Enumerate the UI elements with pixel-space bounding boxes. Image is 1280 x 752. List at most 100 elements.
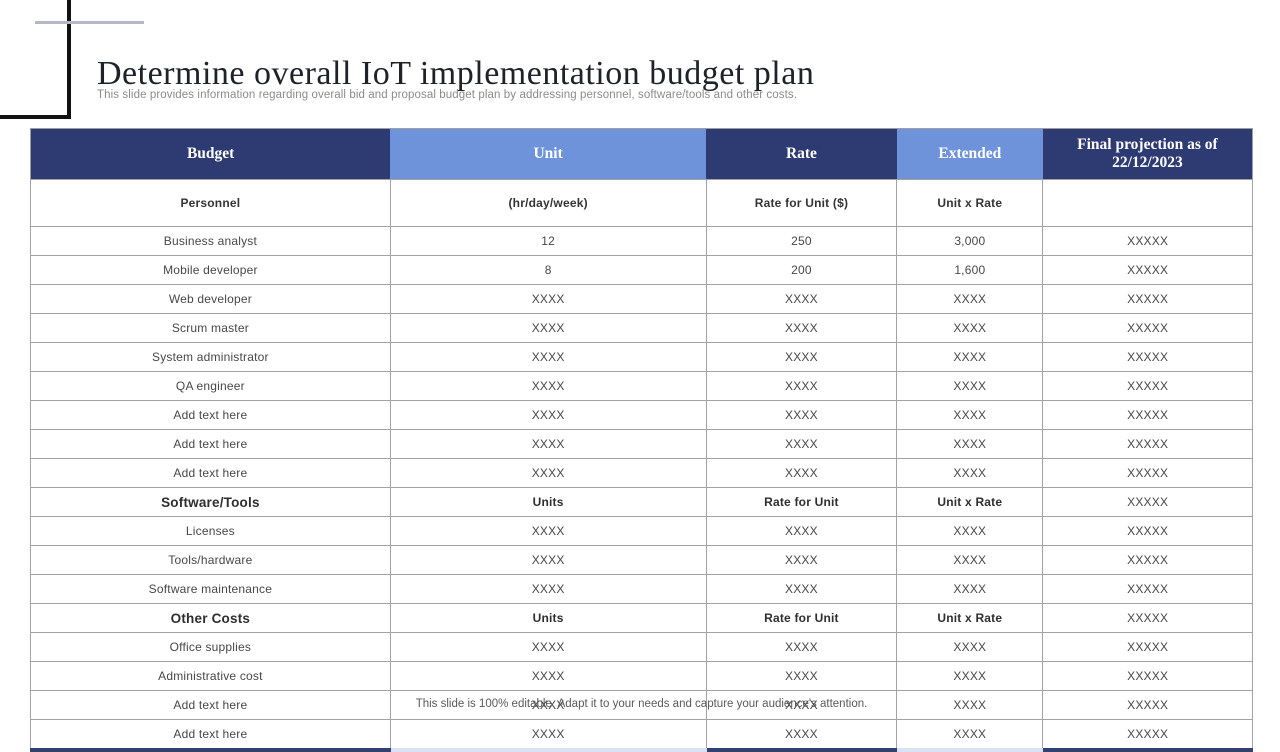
table-cell: XXXXX (1042, 574, 1253, 604)
table-cell: XXXX (705, 284, 898, 314)
budget-table-body: Personnel (hr/day/week) Rate for Unit ($) U… (30, 179, 1253, 752)
table-cell: XXXX (705, 719, 898, 752)
table-cell: XXXX (896, 516, 1044, 546)
table-cell: XXXXX (1042, 342, 1253, 372)
table-cell: XXXX (896, 371, 1044, 401)
table-cell: Add text here (30, 400, 391, 430)
table-cell: Unit x Rate (896, 603, 1044, 633)
table-cell: Other Costs (30, 603, 391, 633)
table-cell: Personnel (30, 179, 391, 227)
table-cell: XXXX (389, 632, 707, 662)
table-cell: XXXX (389, 574, 707, 604)
table-row: System administrator XXXX XXXX XXXX XXXXX (30, 342, 1253, 372)
table-cell: XXXX (896, 429, 1044, 459)
table-cell: XXXX (705, 545, 898, 575)
table-cell: XXXX (896, 284, 1044, 314)
table-cell: Add text here (30, 429, 391, 459)
table-cell: Add text here (30, 458, 391, 488)
table-cell: Add text here (30, 690, 391, 720)
table-row: Business analyst 12 250 3,000 XXXXX (30, 226, 1253, 256)
table-cell: XXXXX (1042, 400, 1253, 430)
corner-vertical-line (67, 0, 71, 119)
table-row: Administrative cost XXXX XXXX XXXX XXXXX (30, 661, 1253, 691)
table-cell: XXXX (705, 516, 898, 546)
table-row: Licenses XXXX XXXX XXXX XXXXX (30, 516, 1253, 546)
table-cell: Add text here (30, 719, 391, 752)
table-cell: XXXXX (1042, 661, 1253, 691)
table-cell: XXXXX (1042, 603, 1253, 633)
table-cell: XXXXX (1042, 371, 1253, 401)
table-cell: XXXX (705, 574, 898, 604)
table-cell: 12 (389, 226, 707, 256)
table-cell: XXXXX (1042, 516, 1253, 546)
table-cell: Unit x Rate (896, 179, 1044, 227)
table-cell: XXXX (705, 632, 898, 662)
table-cell: XXXX (389, 458, 707, 488)
table-cell: Mobile developer (30, 255, 391, 285)
table-cell: Software/Tools (30, 487, 391, 517)
table-cell: XXXX (705, 313, 898, 343)
table-row: Mobile developer 8 200 1,600 XXXXX (30, 255, 1253, 285)
table-cell: XXXXX (1042, 255, 1253, 285)
table-cell: XXXX (896, 690, 1044, 720)
table-cell: XXXX (896, 458, 1044, 488)
table-cell: Unit x Rate (896, 487, 1044, 517)
table-cell: 1,600 (896, 255, 1044, 285)
table-cell: XXXXX (1042, 690, 1253, 720)
table-cell: XXXX (389, 284, 707, 314)
column-header-unit: Unit (390, 128, 706, 180)
table-cell: XXXX (705, 458, 898, 488)
table-cell: Units (389, 487, 707, 517)
table-cell: 250 (705, 226, 898, 256)
table-cell: XXXX (896, 632, 1044, 662)
table-cell: XXXXX (1042, 226, 1253, 256)
table-row: Add text here XXXX XXXX XXXX XXXXX (30, 458, 1253, 488)
table-row: Tools/hardware XXXX XXXX XXXX XXXXX (30, 545, 1253, 575)
table-cell: XXXX (389, 313, 707, 343)
page-title: Determine overall IoT implementation bud… (97, 54, 815, 92)
table-row: Software maintenance XXXX XXXX XXXX XXXXX (30, 574, 1253, 604)
table-cell: (hr/day/week) (389, 179, 707, 227)
table-cell: QA engineer (30, 371, 391, 401)
table-row: Add text here XXXX XXXX XXXX XXXXX (30, 400, 1253, 430)
table-cell: Administrative cost (30, 661, 391, 691)
table-row: Add text here XXXX XXXX XXXX XXXXX (30, 719, 1253, 752)
table-cell: XXXXX (1042, 284, 1253, 314)
table-cell: XXXX (896, 661, 1044, 691)
table-cell: Web developer (30, 284, 391, 314)
table-cell: Software maintenance (30, 574, 391, 604)
table-row: Web developer XXXX XXXX XXXX XXXXX (30, 284, 1253, 314)
table-cell: XXXX (389, 661, 707, 691)
table-cell: XXXX (389, 690, 707, 720)
column-header-extended: Extended (896, 128, 1043, 180)
slide-subtitle: This slide provides information regardin… (97, 89, 798, 101)
table-cell: XXXX (896, 545, 1044, 575)
table-cell: Units (389, 603, 707, 633)
table-cell: XXXXX (1042, 429, 1253, 459)
column-header-final: Final projection as of 22/12/2023 (1042, 128, 1253, 180)
table-cell: XXXX (705, 371, 898, 401)
table-row: Add text here XXXX XXXX XXXX XXXXX (30, 690, 1253, 720)
table-cell: XXXX (896, 313, 1044, 343)
table-cell: Tools/hardware (30, 545, 391, 575)
corner-horizontal-line (0, 115, 71, 119)
accent-gray-line (35, 21, 144, 24)
table-cell: System administrator (30, 342, 391, 372)
table-row: QA engineer XXXX XXXX XXXX XXXXX (30, 371, 1253, 401)
table-cell: XXXXX (1042, 313, 1253, 343)
budget-table: Budget Unit Rate Extended Final projection a… (30, 128, 1253, 752)
table-cell: XXXX (389, 400, 707, 430)
table-cell: XXXX (389, 342, 707, 372)
table-cell: XXXX (896, 400, 1044, 430)
table-cell: Rate for Unit (705, 487, 898, 517)
table-cell: XXXX (389, 516, 707, 546)
table-cell: 3,000 (896, 226, 1044, 256)
table-row: Software/Tools Units Rate for Unit Unit x R… (30, 487, 1253, 517)
table-cell: XXXX (389, 719, 707, 752)
table-cell (1042, 179, 1253, 227)
table-cell: XXXX (705, 400, 898, 430)
table-cell: XXXX (705, 342, 898, 372)
table-row: Personnel (hr/day/week) Rate for Unit ($) U… (30, 179, 1253, 227)
table-cell: XXXX (896, 342, 1044, 372)
table-cell: Rate for Unit (705, 603, 898, 633)
